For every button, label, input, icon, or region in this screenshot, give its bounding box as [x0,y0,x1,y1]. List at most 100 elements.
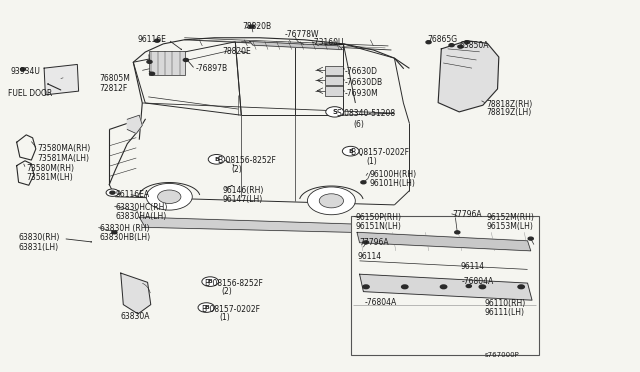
Text: -76930M: -76930M [344,89,378,98]
Text: 96147(LH): 96147(LH) [223,195,263,204]
Circle shape [449,44,454,46]
Circle shape [440,285,447,289]
Circle shape [479,285,486,289]
Text: 63850A: 63850A [460,41,489,51]
Circle shape [401,285,408,289]
Text: 73580MA(RH): 73580MA(RH) [37,144,90,153]
Text: -73160U: -73160U [312,38,344,47]
Text: 96111(LH): 96111(LH) [484,308,525,317]
Circle shape [528,237,533,240]
Circle shape [110,191,115,194]
Text: -76778W: -76778W [285,29,319,39]
Circle shape [364,241,369,244]
Text: (2): (2) [221,287,232,296]
Text: 63830HA(LH): 63830HA(LH) [116,212,167,221]
Circle shape [465,41,469,44]
Polygon shape [127,115,142,134]
Text: 96152M(RH): 96152M(RH) [486,213,534,222]
Text: 96100H(RH): 96100H(RH) [370,170,417,179]
Text: B: B [214,157,219,162]
Text: 73581MA(LH): 73581MA(LH) [37,154,89,163]
Circle shape [361,181,366,184]
Circle shape [307,187,355,215]
Polygon shape [357,232,531,251]
Text: B 08156-8252F: B 08156-8252F [218,156,276,165]
Text: -76897B: -76897B [195,64,228,73]
Polygon shape [360,274,532,300]
Bar [325,86,343,96]
Circle shape [147,183,192,210]
Text: (2): (2) [232,165,243,174]
Text: B 08157-0202F: B 08157-0202F [351,148,409,157]
Text: 63830(RH): 63830(RH) [19,233,60,243]
Bar [351,216,539,355]
Polygon shape [250,41,342,49]
Circle shape [208,154,225,164]
Text: B: B [348,149,353,154]
Bar [150,51,184,75]
Text: 63830HB(LH): 63830HB(LH) [100,233,151,243]
Circle shape [106,189,119,196]
Text: -76804A: -76804A [462,277,494,286]
Text: 96114: 96114 [357,252,381,261]
Circle shape [157,190,181,203]
Circle shape [326,107,344,117]
Text: -76630D: -76630D [344,67,377,76]
Text: S 08340-51208: S 08340-51208 [337,109,396,118]
Text: 72812F: 72812F [100,84,128,93]
Text: 96110(RH): 96110(RH) [484,299,526,308]
Polygon shape [438,41,499,112]
Circle shape [342,146,359,156]
Text: 76865G: 76865G [428,35,458,44]
Text: 96116EA: 96116EA [116,190,150,199]
Text: (1): (1) [219,313,230,322]
Text: 73581M(LH): 73581M(LH) [26,173,73,182]
Text: 96101H(LH): 96101H(LH) [370,179,416,187]
Text: B: B [208,279,212,284]
Circle shape [363,285,369,289]
Text: 77796A: 77796A [359,238,388,247]
Text: 63831(LH): 63831(LH) [19,243,59,251]
Text: B: B [204,305,209,310]
Circle shape [183,58,188,61]
Polygon shape [121,273,151,314]
Text: 63830A: 63830A [121,312,150,321]
Text: 96153M(LH): 96153M(LH) [486,222,533,231]
Circle shape [426,41,431,44]
Text: 96116E: 96116E [138,35,167,44]
Text: 78820B: 78820B [242,22,271,31]
Text: S: S [332,109,337,115]
Circle shape [150,72,155,75]
Text: 78819Z(LH): 78819Z(LH) [486,108,531,117]
Circle shape [455,231,460,234]
Text: s767000P: s767000P [484,352,520,357]
Circle shape [458,45,463,48]
Circle shape [202,277,218,286]
Circle shape [467,285,471,288]
Circle shape [198,303,214,312]
Polygon shape [140,217,397,234]
Text: -76804A: -76804A [365,298,397,307]
Text: 73580M(RH): 73580M(RH) [26,164,74,173]
Text: B 08157-0202F: B 08157-0202F [202,305,260,314]
Text: 96146(RH): 96146(RH) [223,186,264,195]
Text: 96114: 96114 [461,262,484,271]
Text: 96151N(LH): 96151N(LH) [355,222,401,231]
Text: 93934U: 93934U [10,67,40,76]
Text: 76805M: 76805M [100,74,131,83]
Bar [325,65,343,75]
Text: B 08156-8252F: B 08156-8252F [205,279,263,288]
Circle shape [20,68,26,71]
Text: FUEL DOOR: FUEL DOOR [8,89,52,98]
Bar [325,76,343,85]
Text: (1): (1) [366,157,377,166]
Text: 78818Z(RH): 78818Z(RH) [486,100,532,109]
Circle shape [155,39,160,42]
Text: 63830HC(RH): 63830HC(RH) [116,203,168,212]
Circle shape [249,25,254,28]
Text: 63830H (RH): 63830H (RH) [100,224,149,233]
Text: 78820E: 78820E [222,47,251,56]
Text: 96150P(RH): 96150P(RH) [355,213,401,222]
Text: 77796A: 77796A [452,211,482,219]
Circle shape [319,194,344,208]
